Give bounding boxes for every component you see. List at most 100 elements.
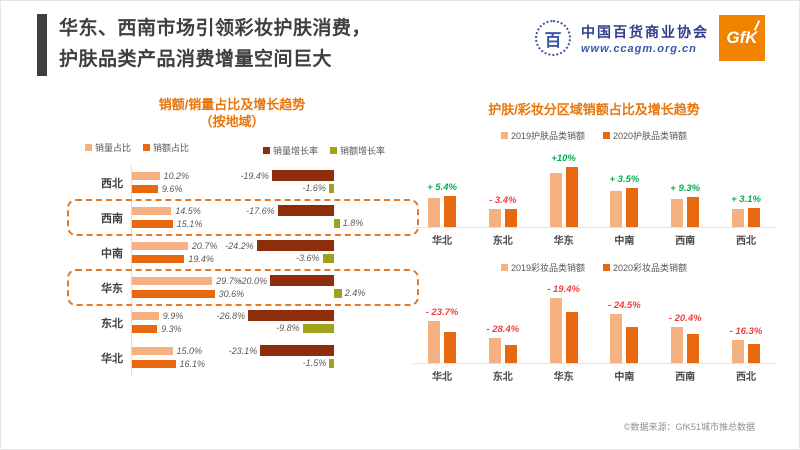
volume-growth-bar <box>277 205 334 216</box>
growth-bars: -23.1% -1.5% <box>223 340 403 375</box>
ccagm-seal-glyph: 百 <box>544 30 562 50</box>
volume-growth-bar <box>271 170 334 181</box>
bar-2019 <box>488 208 501 227</box>
makeup-chart: 2019彩妆品类销额 2020彩妆品类销额 - 23.7% - 28.4% - … <box>413 261 775 383</box>
revenue-share-value: 19.4% <box>188 254 214 264</box>
volume-share-value: 14.5% <box>175 206 201 216</box>
volume-share-value: 15.0% <box>176 346 203 356</box>
slide-title-line2: 护肤品类产品消费增量空间巨大 <box>59 49 333 70</box>
bar-2019 <box>671 199 684 227</box>
revenue-share-bar <box>132 360 176 368</box>
volume-growth-bar <box>270 275 334 286</box>
revenue-growth-value: -1.5% <box>302 358 327 368</box>
legend-2019-swatch-icon <box>500 132 508 139</box>
ccagm-seal-icon: 百 <box>535 20 571 56</box>
revenue-growth-bar <box>322 253 334 263</box>
legend-2019-swatch-icon <box>500 264 508 271</box>
category-label: 西南 <box>675 372 696 383</box>
growth-bars: -20.0% 2.4% <box>223 270 403 305</box>
legend-volume-share-label: 销量占比 <box>95 142 132 153</box>
skincare-legend: 2019护肤品类销额 2020护肤品类销额 <box>413 129 775 142</box>
growth-label: + 3.5% <box>609 174 640 186</box>
left-chart-rows: 西北 10.2% 9.6% -19.4% -1.6% 西南 14.5% 15.1… <box>61 165 419 375</box>
revenue-share-bar <box>132 220 173 228</box>
left-chart-row-dongbei: 东北 9.9% 9.3% -26.8% -9.8% <box>61 305 403 340</box>
volume-share-bar <box>132 347 173 355</box>
bar-group: + 5.4% <box>415 182 469 227</box>
bar-group: + 3.1% <box>719 194 773 227</box>
bar-2020 <box>626 188 639 227</box>
bar-2019 <box>428 321 440 363</box>
share-bars: 10.2% 9.6% <box>131 165 223 200</box>
growth-label: - 24.5% <box>608 299 641 311</box>
left-chart-title-line2: （按地域） <box>199 114 265 129</box>
volume-share-bar <box>132 242 188 250</box>
revenue-growth-bar <box>334 288 342 298</box>
left-chart-legend: 销量占比 销额占比 销量增长率 销额增长率 <box>61 137 403 157</box>
category-label: 华东 <box>553 372 574 383</box>
legend-2020-swatch-icon <box>603 132 610 139</box>
revenue-growth-bar <box>328 183 334 193</box>
revenue-share-bar <box>132 290 215 298</box>
volume-growth-value: -20.0% <box>238 275 267 286</box>
left-chart-row-xibei: 西北 10.2% 9.6% -19.4% -1.6% <box>61 165 403 200</box>
legend-share-group: 销量占比 销额占比 <box>85 137 189 157</box>
revenue-growth-value: -3.6% <box>295 253 320 263</box>
bar-2020 <box>565 166 578 227</box>
bar-2019 <box>610 190 623 227</box>
legend-revenue-growth-label: 销额增长率 <box>339 146 385 156</box>
growth-bars: -26.8% -9.8% <box>217 305 403 340</box>
volume-share-bar <box>132 207 172 215</box>
legend-2020-label: 2020彩妆品类销额 <box>613 263 688 273</box>
volume-growth-bar <box>248 310 334 321</box>
volume-growth-value: -17.6% <box>246 205 275 216</box>
category-label: 华东 <box>553 236 574 247</box>
bar-group: + 9.3% <box>658 183 712 227</box>
bar-group: - 28.4% <box>476 324 530 363</box>
category-label: 西北 <box>735 236 756 247</box>
bar-2020 <box>687 334 700 363</box>
bar-group: - 16.3% <box>719 326 773 363</box>
legend-volume-growth: 销量增长率 <box>262 144 318 157</box>
region-label: 华北 <box>101 352 123 365</box>
left-chart: 销额/销量占比及增长趋势 （按地域） 销量占比 销额占比 销量增长率 销额增长率… <box>61 96 419 375</box>
revenue-growth-value: 1.8% <box>342 218 364 228</box>
revenue-share-bar <box>132 255 185 263</box>
makeup-plot: - 23.7% - 28.4% - 19.4% - 24.5% - 20.4% … <box>413 280 775 364</box>
bar-2019 <box>549 173 562 227</box>
slide-title: 华东、西南市场引领彩妆护肤消费， 护肤品类产品消费增量空间巨大 <box>59 13 371 75</box>
legend-volume-share: 销量占比 <box>85 141 131 154</box>
legend-2019-skincare: 2019护肤品类销额 <box>500 129 585 142</box>
category-label: 中南 <box>614 372 635 383</box>
bar-2019 <box>488 338 501 363</box>
bar-2019 <box>428 198 440 227</box>
right-charts-title: 护肤/彩妆分区域销额占比及增长趋势 <box>488 102 700 117</box>
skincare-categories: 华北 东北 华东 中南 西南 西北 <box>413 232 775 247</box>
bar-2019 <box>731 340 744 363</box>
legend-revenue-share-label: 销额占比 <box>153 142 190 153</box>
title-accent-bar <box>37 14 47 76</box>
legend-revenue-growth: 销额增长率 <box>329 144 385 157</box>
left-chart-row-xinan: 西南 14.5% 15.1% -17.6% 1.8% <box>61 199 419 236</box>
growth-label: - 3.4% <box>489 194 517 206</box>
bar-group: - 19.4% <box>537 284 591 363</box>
makeup-categories: 华北 东北 华东 中南 西南 西北 <box>413 368 775 383</box>
legend-revenue-growth-swatch-icon <box>329 147 337 154</box>
volume-share-value: 29.7% <box>216 276 242 286</box>
bar-2020 <box>747 344 760 363</box>
region-label: 中南 <box>101 247 123 260</box>
ccagm-name: 中国百货商业协会 <box>581 25 709 41</box>
skincare-chart: 2019护肤品类销额 2020护肤品类销额 + 5.4% - 3.4% +10%… <box>413 129 775 247</box>
volume-growth-bar <box>260 345 334 356</box>
volume-share-bar <box>132 172 160 180</box>
legend-growth-group: 销量增长率 销额增长率 <box>262 144 385 157</box>
bar-2019 <box>731 208 744 227</box>
region-label: 西南 <box>101 212 123 225</box>
revenue-share-bar <box>132 325 158 333</box>
legend-volume-growth-swatch-icon <box>262 147 270 154</box>
revenue-growth-bar <box>302 323 334 333</box>
right-charts: 护肤/彩妆分区域销额占比及增长趋势 2019护肤品类销额 2020护肤品类销额 … <box>413 99 775 383</box>
legend-revenue-share: 销额占比 <box>143 141 189 154</box>
region-label: 华东 <box>101 282 123 295</box>
revenue-share-value: 30.6% <box>218 289 245 299</box>
